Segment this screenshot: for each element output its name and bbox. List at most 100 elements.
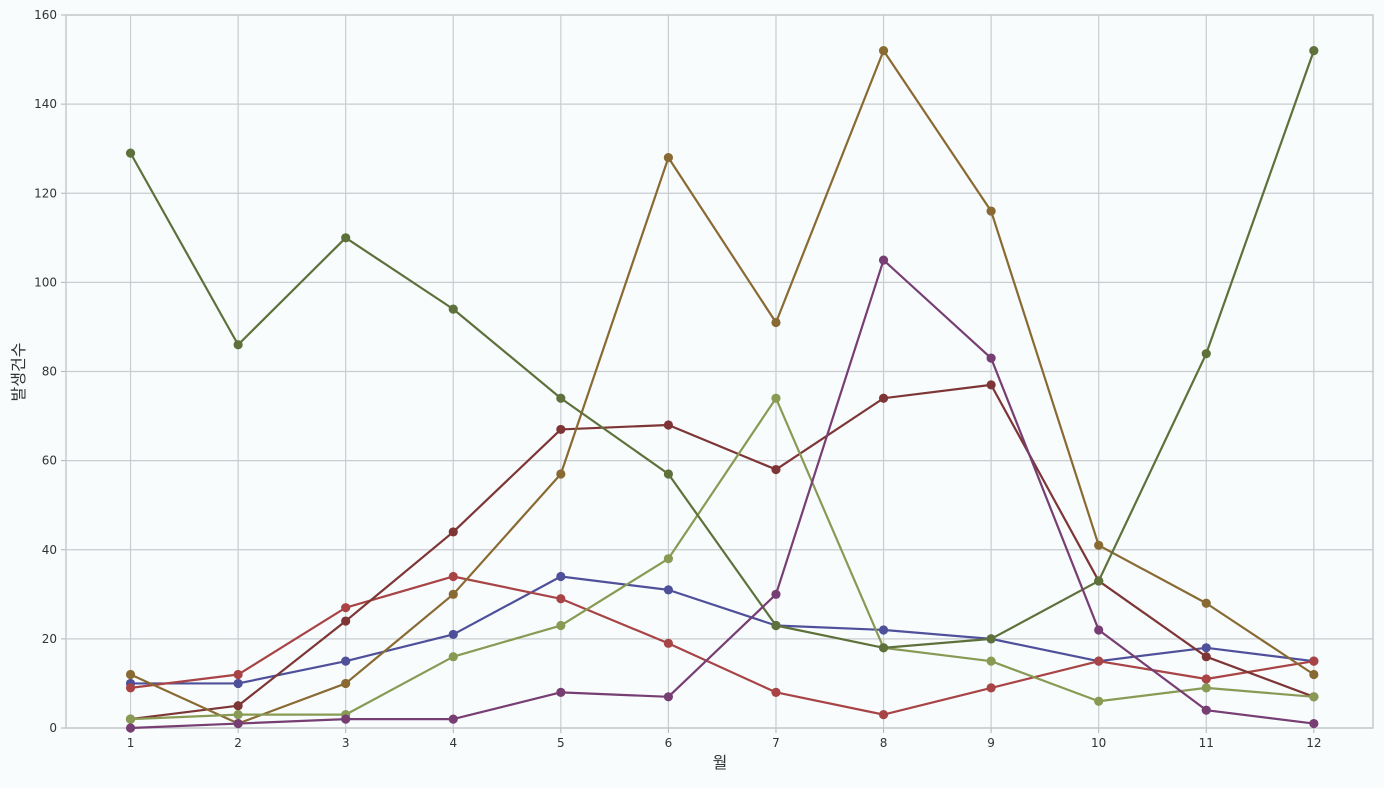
series-line [129,397,1315,721]
data-point [1201,652,1211,662]
data-point [556,393,566,403]
x-tick-label: 11 [1199,736,1214,750]
y-tick-label: 20 [42,632,57,646]
data-point [1309,718,1319,729]
data-point [556,469,566,479]
data-point [341,233,351,243]
x-tick-label: 4 [449,736,457,750]
data-point [1201,598,1211,608]
y-tick-label: 100 [34,275,57,289]
series-line [129,383,1315,721]
x-tick-label: 2 [234,736,242,750]
data-point [771,589,781,599]
data-point [878,710,889,720]
data-point [1094,696,1104,706]
x-tick-label: 10 [1091,736,1106,750]
data-point [125,723,136,733]
data-point [1309,669,1319,680]
y-tick-label: 0 [49,721,57,735]
data-point [556,571,566,582]
series-6 [125,46,1319,653]
series-line [129,575,1315,685]
data-point [125,148,136,158]
y-tick-label: 140 [34,97,57,111]
y-tick-label: 120 [34,186,57,200]
x-axis-title: 월 [713,753,728,772]
data-point [1094,656,1104,666]
data-point [556,424,566,435]
data-point [771,393,781,403]
data-point [341,714,351,724]
data-point [771,317,781,328]
data-point [1201,705,1211,715]
x-tick-label: 6 [665,736,673,750]
data-point [448,527,458,537]
data-point [663,554,674,564]
data-point [448,571,458,582]
x-tick-label: 1 [127,736,135,750]
data-point [878,625,889,635]
data-point [341,616,351,626]
x-tick-label: 5 [557,736,565,750]
data-point [878,643,889,653]
data-point [1309,656,1319,666]
x-tick-label: 7 [772,736,780,750]
y-tick-label: 60 [42,454,57,468]
data-point [771,620,781,631]
y-tick-label: 40 [42,543,57,557]
data-point [771,687,781,697]
data-point [663,585,674,595]
data-point [233,710,243,720]
x-tick-label: 3 [342,736,350,750]
data-point [986,656,996,666]
series-7 [125,255,1319,733]
data-point [556,687,566,697]
data-point [986,206,996,216]
data-point [448,629,458,640]
data-point [878,393,889,403]
data-point [341,678,351,689]
data-point [125,714,136,724]
x-tick-label: 8 [880,736,888,750]
x-tick-label: 12 [1306,736,1321,750]
data-point [233,669,243,680]
series-line [129,49,1315,649]
plot-frame [65,14,1374,729]
data-point [663,420,674,430]
data-point [1201,683,1211,693]
data-point [1309,46,1319,56]
data-point [448,589,458,599]
data-point [986,683,996,693]
series-2 [125,571,1319,720]
data-point [1201,643,1211,653]
data-point [448,652,458,662]
y-tick-label: 160 [34,8,57,22]
data-point [556,620,566,631]
y-tick-label: 80 [42,365,57,379]
data-point [1309,692,1319,702]
data-point [1201,674,1211,684]
series-line [129,49,1315,725]
data-point [878,255,889,265]
data-point [986,353,996,363]
data-point [1094,540,1104,550]
data-point [233,701,243,711]
data-point [663,153,674,163]
data-point [448,304,458,314]
data-point [986,634,996,644]
series-line [129,575,1315,716]
data-point [233,718,243,729]
x-tick-label: 9 [987,736,995,750]
data-point [771,464,781,475]
series-4 [125,46,1319,729]
data-point [1094,576,1104,586]
data-point [125,669,136,680]
data-point [341,603,351,613]
data-point [233,678,243,689]
series-line [129,258,1315,730]
data-point [986,380,996,390]
y-axis-title: 발생건수 [9,343,28,402]
